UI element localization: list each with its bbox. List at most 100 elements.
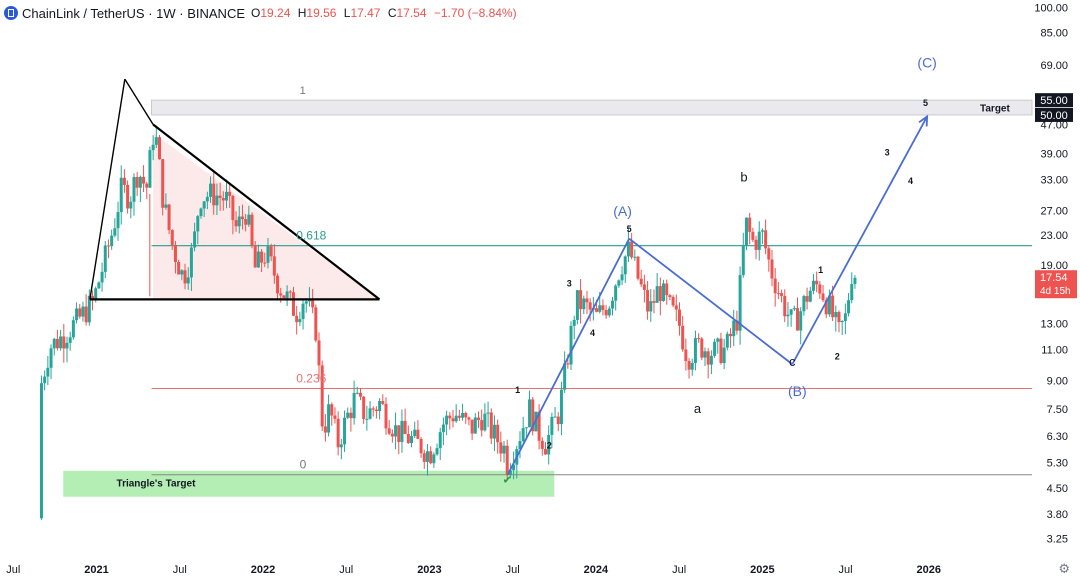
candle-body (276, 275, 280, 294)
candle-body (709, 355, 713, 365)
candle-body (630, 241, 634, 258)
background-layer (63, 99, 1033, 497)
candle-body (381, 400, 385, 404)
candle-body (129, 201, 133, 209)
candle-body (97, 282, 101, 289)
candle-body (445, 415, 449, 425)
candle-body (365, 418, 369, 420)
candle-body (291, 292, 295, 316)
level-badge (1035, 93, 1073, 108)
candle-body (684, 349, 688, 361)
candle-body (126, 184, 130, 209)
candle-body (744, 217, 748, 246)
candle-body (847, 300, 851, 314)
candle-body (113, 228, 117, 236)
candle-body (559, 389, 563, 425)
candle-body (827, 295, 831, 315)
candle-body (595, 308, 599, 312)
candle-body (148, 150, 152, 188)
candle-body (639, 278, 643, 285)
candle-body (748, 217, 752, 232)
candle-body (652, 301, 656, 303)
candle-body (135, 176, 139, 188)
symbol-title[interactable]: ChainLink / TetherUS · 1W · BINANCE (22, 5, 245, 21)
candle-body (579, 290, 583, 310)
candle-body (843, 313, 847, 321)
open-value: 19.24 (260, 6, 291, 20)
candle-body (339, 444, 343, 448)
wave-label: 2 (547, 441, 552, 451)
candle-body (815, 280, 819, 285)
candle-body (713, 341, 717, 356)
candle-body (655, 286, 659, 303)
candle-body (451, 418, 455, 422)
candle-body (764, 230, 768, 249)
candle-body (237, 216, 241, 227)
y-tick-label: 19.00 (1040, 260, 1068, 272)
candle-body (173, 244, 177, 263)
settings-gear-icon[interactable]: ⚙ (1058, 561, 1070, 576)
candle-body (263, 262, 267, 264)
wave-label: (A) (613, 203, 632, 219)
candle-body (448, 415, 452, 419)
low-value: 17.47 (350, 6, 381, 20)
candle-body (524, 427, 528, 429)
candle-body (435, 448, 439, 455)
candle-body (480, 420, 484, 431)
wave-label: 1 (515, 385, 520, 395)
candle-body (161, 159, 165, 208)
wave-label: 2 (835, 352, 840, 362)
y-tick-label: 39.00 (1040, 148, 1068, 160)
candle-body (362, 396, 366, 419)
candle-body (368, 408, 372, 419)
candle-body (279, 293, 283, 296)
x-tick-label: Jul (839, 564, 853, 576)
candle-body (505, 445, 509, 476)
candle-body (400, 420, 404, 442)
candle-body (693, 338, 697, 363)
candle-body (834, 312, 838, 318)
candle-body (142, 176, 146, 184)
candle-body (840, 320, 844, 323)
chart-header: ChainLink / TetherUS · 1W · BINANCE O19.… (4, 4, 521, 22)
x-tick-label: Jul (339, 564, 353, 576)
candle-body (327, 404, 331, 433)
fib-1-label: 1 (300, 85, 306, 97)
target-label: Target (980, 103, 1010, 114)
candle-body (186, 277, 190, 284)
y-tick-label: 9.00 (1047, 376, 1068, 388)
candle-body (687, 360, 691, 370)
candle-body (323, 426, 327, 433)
candle-body (703, 351, 707, 358)
candle-body (642, 284, 646, 290)
candle-body (626, 241, 630, 257)
candle-body (531, 399, 535, 432)
candle-body (103, 245, 107, 272)
y-tick-label: 7.50 (1047, 404, 1068, 416)
y-tick-label: 3.25 (1047, 533, 1068, 545)
candle-body (260, 251, 264, 263)
level-badge-label: 50.00 (1040, 110, 1068, 122)
ohlc-readout: O19.24 H19.56 L17.47 C17.54 −1.70 (−8.84… (251, 6, 517, 20)
candle-body (100, 271, 104, 283)
candle-body (853, 277, 857, 285)
candle-body (110, 235, 114, 247)
candle-body (403, 420, 407, 434)
candle-body (572, 319, 576, 326)
candle-body (221, 198, 225, 201)
candle-body (553, 416, 557, 418)
x-tick-label: 2021 (84, 564, 108, 576)
candle-body (256, 251, 260, 268)
candle-body (496, 424, 500, 443)
candle-body (735, 320, 739, 331)
candle-body (438, 432, 442, 449)
candle-body (837, 312, 841, 323)
candle-body (39, 383, 43, 519)
candle-body (610, 300, 614, 309)
candle-body (483, 413, 487, 431)
candle-body (585, 298, 589, 303)
candle-body (811, 280, 815, 291)
candle-body (218, 195, 222, 199)
candle-body (387, 428, 391, 434)
